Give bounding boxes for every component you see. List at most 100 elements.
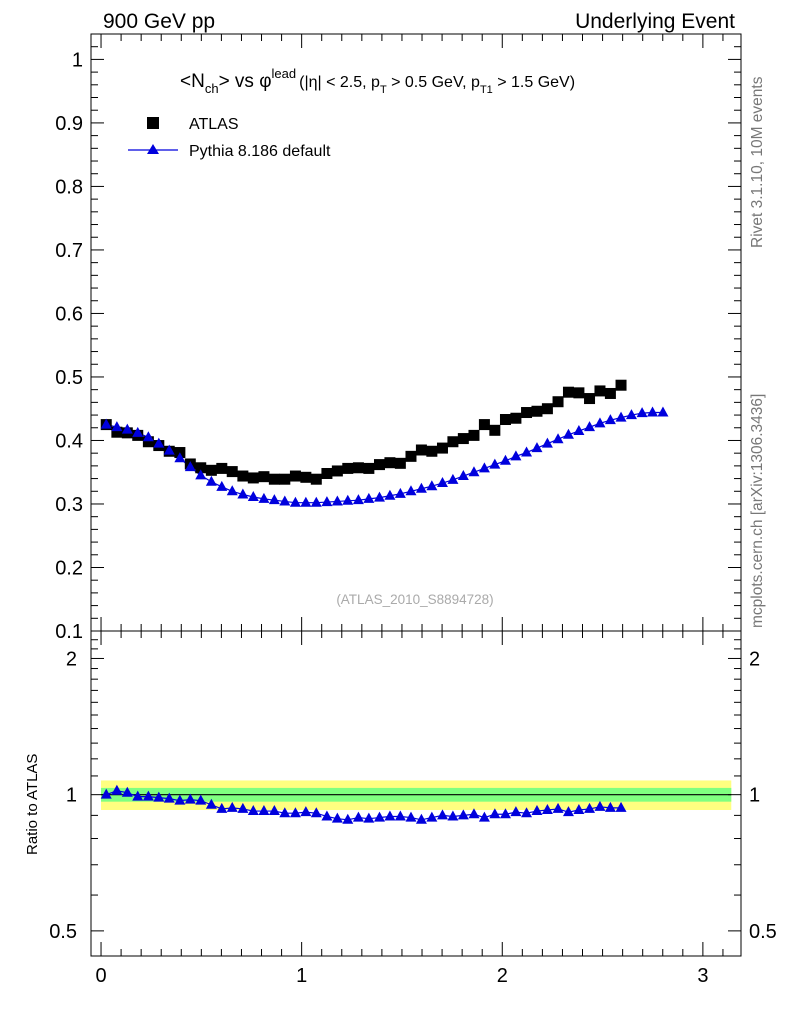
- mc-data-point: [363, 492, 375, 503]
- main-ytick-label: 0.9: [55, 113, 83, 135]
- ratio-data-point: [310, 807, 322, 818]
- mc-data-point: [499, 454, 511, 465]
- ratio-data-point: [226, 801, 238, 812]
- mc-data-point: [625, 409, 637, 420]
- atlas-data-point: [268, 473, 280, 485]
- ratio-data-point: [321, 810, 333, 821]
- atlas-data-point: [489, 424, 501, 436]
- atlas-data-point: [562, 386, 574, 398]
- title-cuts-b-sub: T1: [480, 84, 493, 96]
- mc-data-point: [352, 494, 364, 505]
- mc-data-point: [184, 461, 196, 472]
- mc-data-point: [531, 442, 543, 453]
- atlas-data-point: [363, 462, 375, 474]
- ratio-data-point: [562, 806, 574, 817]
- xtick-label: 1: [296, 965, 307, 987]
- main-ytick-label: 0.2: [55, 557, 83, 579]
- mc-data-point: [331, 495, 343, 506]
- mc-data-point: [100, 418, 112, 429]
- ratio-data-point: [615, 801, 627, 812]
- ratio-data-point: [121, 786, 133, 797]
- mc-data-point: [132, 426, 144, 437]
- xtick-label: 0: [95, 965, 106, 987]
- analysis-watermark: (ATLAS_2010_S8894728): [336, 592, 493, 607]
- title-cuts-a: (|η| < 2.5, p: [299, 74, 380, 91]
- ratio-data-point: [521, 807, 533, 818]
- legend: ATLAS Pythia 8.186 default: [128, 116, 331, 160]
- ratio-data-point: [363, 812, 375, 823]
- ratio-ytick-label: 1: [66, 785, 77, 807]
- mc-data-point: [594, 417, 606, 428]
- ratio-data-point: [478, 811, 490, 822]
- mc-data-point: [552, 433, 564, 444]
- atlas-data-point: [342, 462, 354, 474]
- ratio-data-point: [174, 794, 186, 805]
- mc-data-point: [247, 490, 259, 501]
- atlas-data-point: [510, 412, 522, 424]
- atlas-data-point: [499, 414, 511, 426]
- mc-data-point: [426, 480, 438, 491]
- mc-data-point: [657, 406, 669, 417]
- ratio-ytick-label: 2: [66, 648, 77, 670]
- ratio-series: [100, 784, 627, 824]
- mc-data-point: [436, 477, 448, 488]
- ratio-data-point: [531, 805, 543, 816]
- ratio-data-point: [489, 808, 501, 819]
- ratio-data-point: [541, 803, 553, 814]
- atlas-data-point: [594, 385, 606, 397]
- mc-data-point: [384, 489, 396, 500]
- mc-data-point: [584, 421, 596, 432]
- mc-data-point: [447, 473, 459, 484]
- x-axis: 0 1 2 3: [95, 34, 724, 987]
- ratio-data-point: [499, 808, 511, 819]
- ratio-data-point: [195, 794, 207, 805]
- mc-data-point: [216, 480, 228, 491]
- title-cuts-b: > 0.5 GeV, p: [387, 74, 480, 91]
- ratio-data-point: [604, 801, 616, 812]
- mc-data-point: [573, 424, 585, 435]
- ratio-data-point: [468, 808, 480, 819]
- mc-data-point: [205, 475, 217, 486]
- mc-data-point: [604, 414, 616, 425]
- main-ytick-label: 0.5: [55, 367, 83, 389]
- main-ytick-label: 0.1: [55, 621, 83, 643]
- ratio-data-point: [584, 802, 596, 813]
- atlas-data-point: [310, 473, 322, 485]
- title-vs-sup: lead: [272, 66, 297, 81]
- atlas-data-point: [604, 387, 616, 399]
- ratio-data-point: [258, 805, 270, 816]
- legend-data-label: ATLAS: [189, 116, 239, 133]
- atlas-data-point: [142, 436, 154, 448]
- atlas-data-point: [289, 470, 301, 482]
- mc-data-point: [163, 444, 175, 455]
- ratio-data-point: [426, 811, 438, 822]
- mc-data-point: [521, 446, 533, 457]
- ratio-data-point: [268, 805, 280, 816]
- main-ytick-label: 0.7: [55, 240, 83, 262]
- atlas-data-point: [541, 403, 553, 415]
- atlas-data-point: [373, 459, 385, 471]
- ratio-data-point: [447, 810, 459, 821]
- atlas-data-point: [331, 465, 343, 477]
- ratio-data-point: [289, 807, 301, 818]
- mc-data-point: [289, 496, 301, 507]
- title-main: <N: [180, 71, 205, 92]
- mc-data-point: [510, 450, 522, 461]
- ratio-data-point: [163, 792, 175, 803]
- mc-data-point: [489, 458, 501, 469]
- ratio-data-point: [300, 806, 312, 817]
- mc-data-point: [541, 437, 553, 448]
- ratio-data-point: [352, 811, 364, 822]
- main-ytick-label: 0.3: [55, 494, 83, 516]
- ratio-data-point: [594, 800, 606, 811]
- atlas-data-point: [300, 471, 312, 483]
- ratio-data-point: [153, 791, 165, 802]
- source-label: mcplots.cern.ch [arXiv:1306.3436]: [749, 394, 766, 628]
- ratio-ylabel: Ratio to ATLAS: [24, 754, 41, 855]
- ratio-data-point: [132, 790, 144, 801]
- title-cuts-a-sub: T: [380, 84, 387, 96]
- mc-data-point: [174, 452, 186, 463]
- atlas-data-point: [615, 379, 627, 391]
- atlas-data-point: [478, 419, 490, 431]
